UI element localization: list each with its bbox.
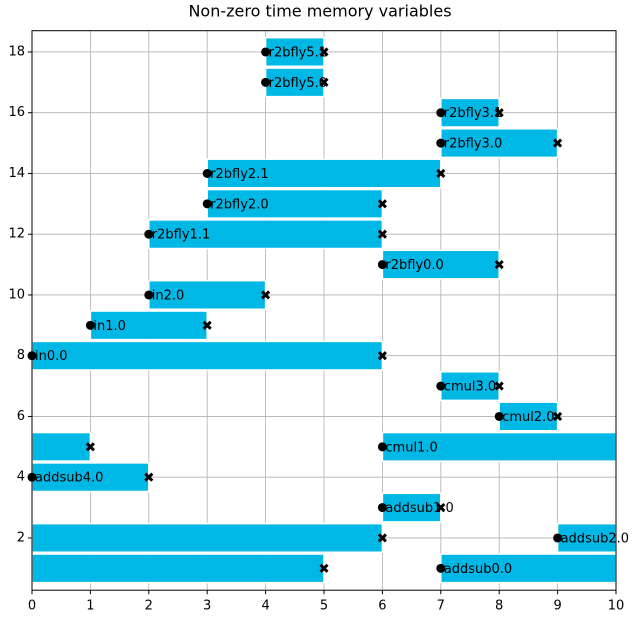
variable-label: addsub0.0 <box>444 562 512 577</box>
start-marker <box>377 442 387 452</box>
y-tick-label: 18 <box>8 44 25 59</box>
end-marker <box>377 199 387 209</box>
end-marker <box>319 77 329 87</box>
x-tick-label: 5 <box>320 599 328 614</box>
start-marker <box>202 168 212 178</box>
x-tick-label: 3 <box>203 599 211 614</box>
y-tick-label: 10 <box>8 287 25 302</box>
x-tick-label: 4 <box>261 599 269 614</box>
interval-bar <box>31 462 150 493</box>
x-tick-label: 1 <box>86 599 94 614</box>
x-tick-label: 8 <box>495 599 503 614</box>
y-tick-label: 4 <box>17 470 25 485</box>
end-marker <box>553 138 563 148</box>
y-tick-label: 2 <box>17 530 25 545</box>
interval-bar <box>31 553 325 584</box>
interval-bar <box>148 219 384 250</box>
end-marker <box>436 503 446 513</box>
start-marker <box>261 47 271 57</box>
end-marker <box>436 168 446 179</box>
interval-bar <box>381 249 500 280</box>
chart-title: Non-zero time memory variables <box>188 2 451 21</box>
start-marker <box>261 77 271 87</box>
variable-label: in2.0 <box>152 288 185 303</box>
end-marker <box>377 533 387 543</box>
interval-bar <box>440 371 500 402</box>
end-marker <box>261 290 271 300</box>
y-tick-label: 6 <box>17 409 25 424</box>
start-marker <box>144 290 154 300</box>
start-marker <box>377 260 387 270</box>
start-marker <box>436 138 446 148</box>
x-tick-label: 6 <box>378 599 386 614</box>
start-marker <box>436 563 446 573</box>
y-tick-label: 14 <box>8 166 25 181</box>
variable-label: r2bfly2.1 <box>210 167 268 182</box>
end-marker <box>553 411 563 422</box>
end-marker <box>202 320 212 330</box>
end-marker <box>494 260 504 270</box>
end-marker <box>377 229 387 239</box>
end-marker <box>144 472 154 482</box>
end-marker <box>494 108 504 118</box>
variable-label: cmul2.0 <box>502 410 554 425</box>
start-marker <box>202 199 212 209</box>
variable-label: r2bfly3.0 <box>444 137 502 152</box>
variable-label: r2bfly3.1 <box>444 106 502 121</box>
variable-label: in0.0 <box>35 349 68 364</box>
end-marker <box>319 47 329 57</box>
end-marker <box>85 442 95 452</box>
end-marker <box>377 351 387 361</box>
x-tick-label: 7 <box>437 599 445 614</box>
x-tick-label: 10 <box>608 599 625 614</box>
end-marker <box>319 563 329 573</box>
start-marker <box>85 320 95 330</box>
variable-label: r2bfly1.1 <box>152 228 210 243</box>
variable-label: cmul3.0 <box>444 380 496 395</box>
y-tick-label: 12 <box>8 227 25 242</box>
variable-label: r2bfly5.0 <box>269 76 327 91</box>
interval-bar <box>31 522 384 553</box>
start-marker <box>436 381 446 391</box>
start-marker <box>436 108 446 118</box>
interval-bar <box>206 158 442 189</box>
interval-bar <box>31 431 92 462</box>
interval-bar <box>89 310 208 341</box>
start-marker <box>144 229 154 239</box>
x-tick-label: 2 <box>145 599 153 614</box>
y-tick-label: 16 <box>8 105 25 120</box>
variable-label: r2bfly0.0 <box>385 258 443 273</box>
variable-label: addsub2.0 <box>561 531 629 546</box>
interval-bar <box>31 340 384 371</box>
plot-frame <box>31 30 617 591</box>
interval-bar <box>264 67 325 98</box>
variable-label: r2bfly2.0 <box>210 197 268 212</box>
end-marker <box>494 381 504 391</box>
start-marker <box>494 411 504 421</box>
start-marker <box>553 533 563 543</box>
x-tick-label: 9 <box>553 599 561 614</box>
x-tick-label: 0 <box>28 599 36 614</box>
variable-label: addsub4.0 <box>35 471 103 486</box>
y-tick-label: 8 <box>17 348 25 363</box>
variable-label: cmul1.0 <box>385 440 437 455</box>
start-marker <box>377 503 387 513</box>
variable-label: in1.0 <box>93 319 126 334</box>
variable-label: r2bfly5.1 <box>269 45 327 60</box>
